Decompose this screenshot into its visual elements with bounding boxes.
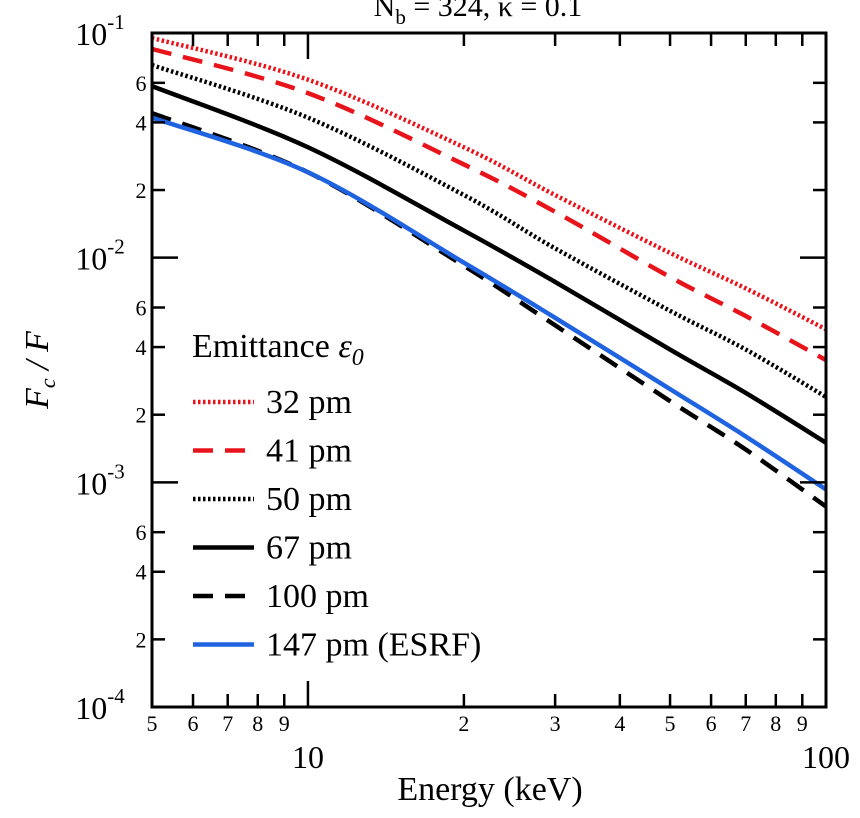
y-major-tick-label: 10-4 [75,684,125,726]
x-minor-tick-label: 2 [458,711,469,736]
legend-label-1: 32 pm [266,384,352,421]
y-major-tick-label: 10-2 [75,235,125,277]
x-axis-title: Energy (keV) [397,771,582,808]
svg-text:Fc / F: Fc / F [19,330,60,410]
x-minor-tick-label: 9 [279,711,290,736]
x-minor-tick-label: 7 [222,711,233,736]
legend-label-3: 50 pm [266,481,352,518]
x-minor-tick-label: 5 [147,711,158,736]
x-minor-tick-label: 7 [740,711,751,736]
legend: Emittance ε0 32 pm 41 pm 50 pm 67 pm 100 pm 1… [192,328,481,664]
y-minor-tick-label: 4 [136,560,147,585]
y-minor-tick-label: 6 [136,71,147,96]
series-line-6 [151,115,828,492]
x-minor-tick-label: 8 [252,711,263,736]
y-minor-tick-label: 4 [136,335,147,360]
legend-label-4: 67 pm [266,530,352,567]
y-minor-tick-label: 2 [136,178,147,203]
chart-title: Nb = 324, κ = 0.1 [374,0,583,29]
y-axis-title: Fc / F [19,330,60,410]
y-minor-tick-label: 6 [136,296,147,321]
y-minor-tick-label: 4 [136,110,147,135]
legend-label-2: 41 pm [266,433,352,470]
title-subscript: b [395,5,406,29]
x-minor-tick-label: 4 [614,711,625,736]
y-major-tick-label: 10-1 [75,10,125,52]
series-line-5 [151,110,828,509]
legend-label-6: 147 pm (ESRF) [266,627,481,664]
series-layer [151,35,828,509]
plot-frame [150,31,828,709]
y-minor-tick-label: 2 [136,627,147,652]
series-line-2 [151,46,828,363]
y-major-tick-label: 10-3 [75,459,125,501]
series-line-4 [151,84,828,445]
x-minor-tick-label: 6 [188,711,199,736]
y-minor-tick-label: 6 [136,520,147,545]
x-minor-tick-label: 5 [665,711,676,736]
x-major-tick-label: 10 [292,739,324,775]
legend-title: Emittance ε0 [192,328,364,371]
series-line-1 [151,35,828,332]
x-minor-tick-label: 3 [550,711,561,736]
y-minor-tick-label: 2 [136,403,147,428]
x-minor-tick-label: 9 [797,711,808,736]
x-minor-tick-label: 8 [770,711,781,736]
x-major-tick-label: 100 [802,739,850,775]
legend-label-5: 100 pm [266,578,369,615]
x-minor-tick-label: 6 [706,711,717,736]
